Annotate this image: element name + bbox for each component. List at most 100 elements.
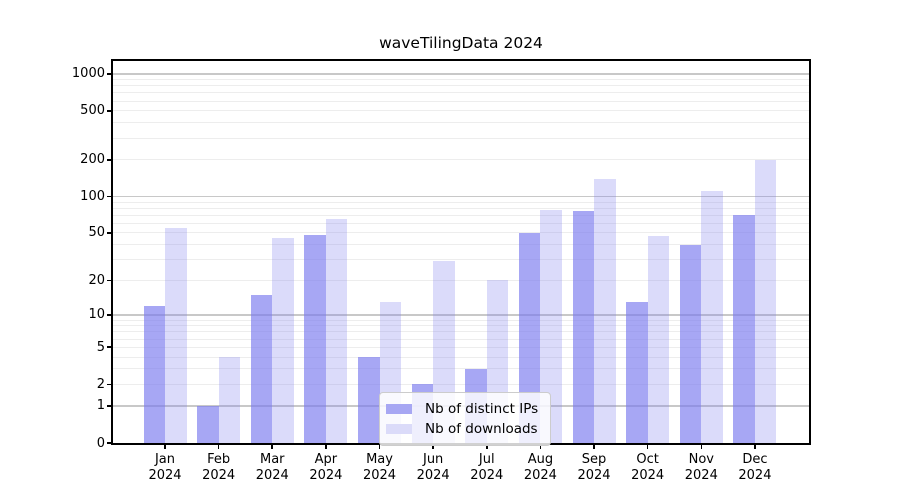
y-tick-label-2: 2 bbox=[96, 376, 105, 392]
bar-downloads-mar bbox=[272, 238, 294, 443]
gridline-y-5 bbox=[113, 346, 809, 348]
chart-title: waveTilingData 2024 bbox=[379, 34, 543, 52]
y-tick-mark-0 bbox=[107, 442, 113, 444]
y-tick-mark-5 bbox=[107, 346, 113, 349]
legend-row-distinct-ips: Nb of distinct IPs bbox=[386, 399, 538, 419]
x-tick-label-oct: Oct 2024 bbox=[631, 452, 665, 483]
x-tick-label-jun: Jun 2024 bbox=[416, 452, 450, 483]
bar-downloads-nov bbox=[701, 191, 723, 443]
gridline-y-6 bbox=[113, 338, 809, 340]
bar-downloads-sep bbox=[594, 178, 616, 443]
y-tick-label-20: 20 bbox=[88, 272, 105, 288]
y-tick-label-5: 5 bbox=[96, 339, 105, 355]
y-tick-mark-2 bbox=[107, 383, 113, 386]
gridline-y-2 bbox=[113, 383, 809, 385]
x-tick-mark-mar bbox=[271, 443, 274, 449]
x-tick-mark-oct bbox=[646, 443, 649, 449]
bar-layer bbox=[113, 61, 809, 443]
bar-downloads-jan bbox=[165, 227, 187, 443]
y-tick-label-10: 10 bbox=[88, 307, 105, 323]
gridline-y-100 bbox=[113, 195, 809, 198]
bar-distinct-ips-may bbox=[358, 357, 380, 443]
y-tick-label-500: 500 bbox=[80, 103, 105, 119]
gridline-y-1000 bbox=[113, 73, 809, 75]
legend-row-downloads: Nb of downloads bbox=[386, 419, 538, 439]
gridline-y-20 bbox=[113, 279, 809, 281]
x-tick-mark-nov bbox=[700, 443, 703, 449]
bar-downloads-aug bbox=[540, 210, 562, 443]
gridline-y-300 bbox=[113, 137, 809, 139]
x-tick-mark-jul bbox=[485, 443, 488, 449]
gridline-y-3 bbox=[113, 368, 809, 370]
y-tick-mark-200 bbox=[107, 158, 113, 161]
gridline-y-90 bbox=[113, 201, 809, 203]
legend-label-downloads: Nb of downloads bbox=[425, 421, 538, 437]
x-tick-mark-apr bbox=[325, 443, 327, 449]
x-tick-label-sep: Sep 2024 bbox=[577, 452, 611, 483]
x-tick-label-feb: Feb 2024 bbox=[202, 452, 236, 483]
bar-distinct-ips-sep bbox=[572, 210, 595, 443]
x-tick-mark-feb bbox=[217, 443, 220, 449]
bar-distinct-ips-dec bbox=[733, 215, 755, 443]
gridline-y-60 bbox=[113, 222, 809, 224]
bar-distinct-ips-nov bbox=[679, 244, 702, 443]
gridline-y-600 bbox=[113, 100, 809, 102]
x-tick-label-apr: Apr 2024 bbox=[309, 452, 343, 483]
gridline-y-8 bbox=[113, 325, 809, 327]
x-tick-mark-dec bbox=[754, 443, 756, 449]
gridline-y-40 bbox=[113, 244, 809, 246]
y-tick-mark-1 bbox=[107, 405, 113, 407]
gridline-y-4 bbox=[113, 356, 809, 358]
y-tick-mark-20 bbox=[107, 279, 113, 282]
y-tick-label-1000: 1000 bbox=[71, 66, 105, 82]
legend-label-distinct-ips: Nb of distinct IPs bbox=[425, 401, 539, 417]
x-tick-label-jan: Jan 2024 bbox=[148, 452, 182, 483]
y-tick-mark-500 bbox=[107, 110, 113, 112]
gridline-y-50 bbox=[113, 232, 809, 234]
bar-distinct-ips-aug bbox=[518, 232, 541, 443]
y-tick-mark-10 bbox=[107, 314, 113, 316]
gridline-y-200 bbox=[113, 159, 809, 161]
bar-distinct-ips-oct bbox=[626, 302, 648, 443]
x-tick-label-jul: Jul 2024 bbox=[470, 452, 504, 483]
x-tick-mark-jun bbox=[432, 443, 434, 449]
y-tick-label-1: 1 bbox=[96, 398, 105, 414]
y-tick-mark-1000 bbox=[107, 73, 113, 75]
bar-downloads-dec bbox=[754, 159, 777, 443]
bar-downloads-apr bbox=[325, 219, 348, 443]
gridline-y-7 bbox=[113, 331, 809, 333]
gridline-y-80 bbox=[113, 207, 809, 209]
x-tick-mark-aug bbox=[539, 443, 542, 449]
legend-swatch-downloads bbox=[386, 424, 412, 434]
gridline-y-800 bbox=[113, 85, 809, 87]
y-tick-mark-100 bbox=[107, 195, 113, 198]
y-tick-mark-50 bbox=[107, 232, 113, 234]
bar-distinct-ips-mar bbox=[250, 294, 273, 443]
gridline-y-500 bbox=[113, 110, 809, 112]
y-tick-label-0: 0 bbox=[96, 435, 105, 451]
gridline-y-700 bbox=[113, 92, 809, 94]
x-tick-label-aug: Aug 2024 bbox=[523, 452, 557, 483]
x-tick-mark-sep bbox=[593, 443, 595, 449]
legend: Nb of distinct IPs Nb of downloads bbox=[379, 392, 552, 446]
gridline-y-30 bbox=[113, 259, 809, 261]
y-tick-label-200: 200 bbox=[80, 152, 105, 168]
y-tick-label-100: 100 bbox=[80, 188, 105, 204]
bar-distinct-ips-apr bbox=[304, 235, 326, 443]
x-tick-label-nov: Nov 2024 bbox=[684, 452, 718, 483]
bar-distinct-ips-feb bbox=[197, 405, 219, 443]
gridline-y-9 bbox=[113, 319, 809, 321]
x-tick-label-dec: Dec 2024 bbox=[738, 452, 772, 483]
plot-area bbox=[111, 59, 811, 445]
grid-layer bbox=[113, 61, 809, 443]
x-tick-label-mar: Mar 2024 bbox=[255, 452, 289, 483]
y-tick-label-50: 50 bbox=[88, 225, 105, 241]
gridline-y-10 bbox=[113, 314, 809, 316]
x-tick-mark-jan bbox=[164, 443, 166, 449]
bar-downloads-oct bbox=[647, 236, 670, 443]
gridline-y-400 bbox=[113, 122, 809, 124]
legend-swatch-distinct-ips bbox=[386, 404, 412, 414]
bar-downloads-feb bbox=[218, 357, 241, 443]
x-tick-label-may: May 2024 bbox=[362, 452, 397, 483]
